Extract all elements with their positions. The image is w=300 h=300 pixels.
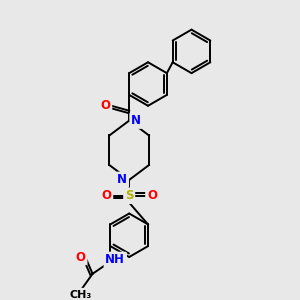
Text: CH₃: CH₃	[70, 290, 92, 300]
Text: N: N	[117, 173, 127, 186]
Text: O: O	[147, 189, 157, 202]
Text: NH: NH	[105, 254, 125, 266]
Text: O: O	[101, 189, 112, 202]
Text: N: N	[131, 114, 141, 127]
Text: S: S	[125, 189, 134, 202]
Text: O: O	[76, 250, 86, 263]
Text: O: O	[100, 99, 110, 112]
